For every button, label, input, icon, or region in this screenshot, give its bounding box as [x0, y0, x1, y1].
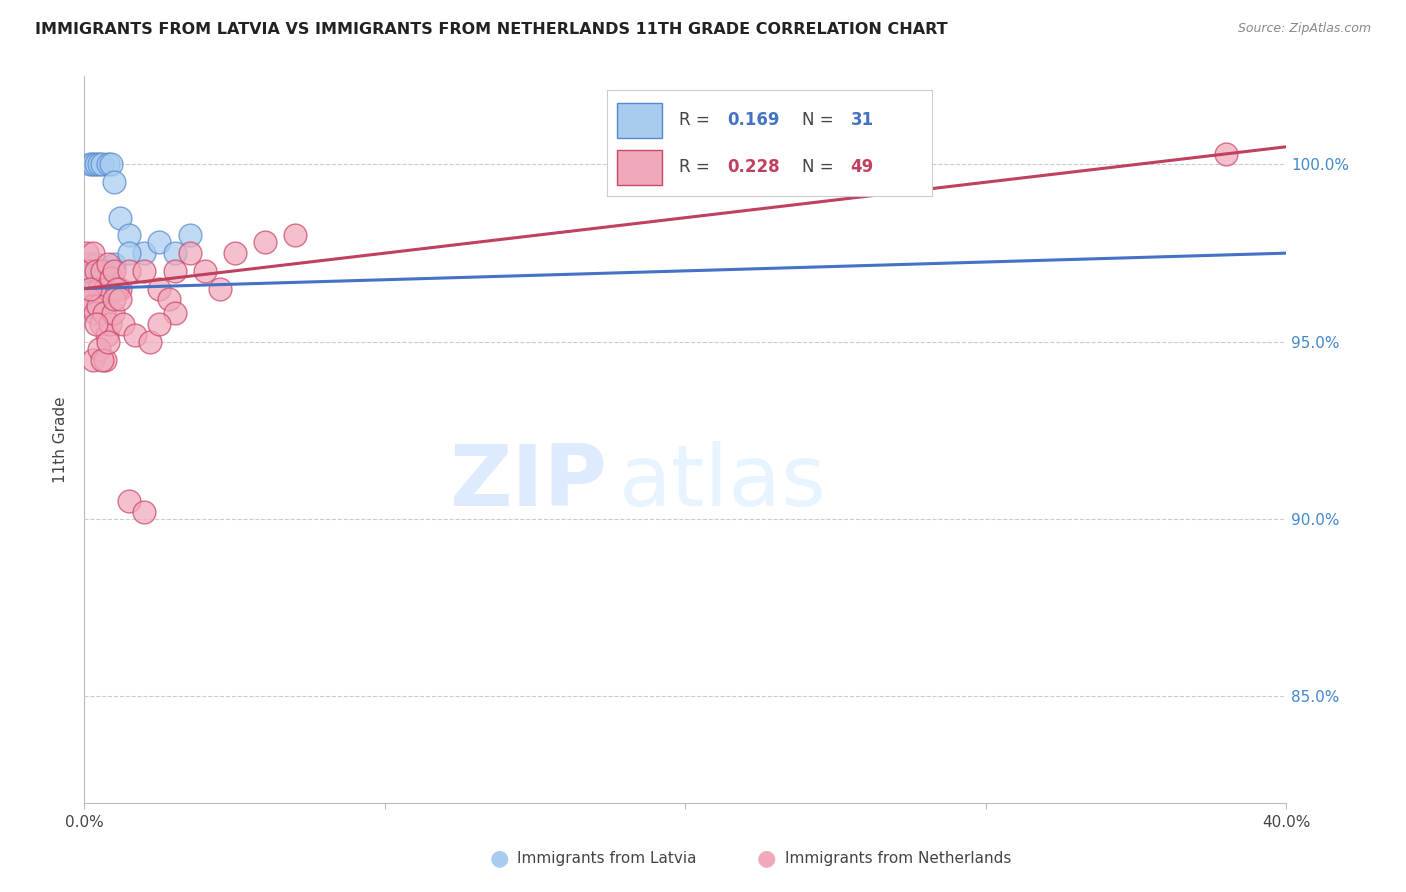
Text: Immigrants from Latvia: Immigrants from Latvia: [517, 851, 697, 865]
Point: [163, 264, 186, 278]
Point: [89, 292, 111, 306]
Point: [139, 334, 162, 349]
Point: [163, 306, 186, 320]
Point: [103, 175, 125, 189]
Point: [96, 327, 118, 342]
Y-axis label: 11th Grade: 11th Grade: [53, 396, 69, 483]
Point: [134, 505, 156, 519]
Point: [82, 352, 104, 367]
Point: [103, 264, 125, 278]
Point: [86, 157, 108, 171]
Point: [94, 282, 117, 296]
Point: [253, 235, 276, 250]
Point: [110, 282, 132, 296]
Point: [76, 264, 98, 278]
Point: [110, 292, 132, 306]
Point: [89, 282, 111, 296]
Point: [97, 157, 120, 171]
Point: [179, 246, 201, 260]
Point: [1215, 146, 1237, 161]
Point: [83, 306, 105, 320]
Point: [82, 157, 104, 171]
Text: ●: ●: [489, 848, 509, 868]
Point: [89, 342, 111, 356]
Text: ZIP: ZIP: [450, 442, 607, 524]
Point: [208, 282, 231, 296]
Point: [82, 264, 104, 278]
Point: [148, 317, 170, 331]
Text: atlas: atlas: [619, 442, 827, 524]
Text: IMMIGRANTS FROM LATVIA VS IMMIGRANTS FROM NETHERLANDS 11TH GRADE CORRELATION CHA: IMMIGRANTS FROM LATVIA VS IMMIGRANTS FRO…: [35, 22, 948, 37]
Point: [94, 282, 117, 296]
Point: [76, 246, 98, 260]
Point: [83, 282, 105, 296]
Point: [89, 157, 111, 171]
Point: [224, 246, 246, 260]
Point: [97, 264, 120, 278]
Point: [91, 352, 114, 367]
Point: [89, 264, 111, 278]
Point: [103, 257, 125, 271]
Point: [82, 246, 104, 260]
Point: [148, 235, 170, 250]
Point: [80, 299, 103, 313]
Point: [157, 292, 180, 306]
Point: [91, 264, 114, 278]
Point: [82, 299, 104, 313]
Point: [284, 228, 307, 243]
Point: [179, 228, 201, 243]
Point: [91, 157, 114, 171]
Point: [112, 317, 135, 331]
Point: [163, 246, 186, 260]
Point: [118, 264, 141, 278]
Point: [86, 257, 108, 271]
Point: [77, 292, 100, 306]
Point: [79, 264, 101, 278]
Point: [134, 246, 156, 260]
Point: [97, 257, 120, 271]
Point: [93, 306, 115, 320]
Point: [118, 246, 141, 260]
Point: [90, 317, 112, 331]
Point: [87, 299, 110, 313]
Point: [77, 257, 100, 271]
Point: [110, 211, 132, 225]
Text: Immigrants from Netherlands: Immigrants from Netherlands: [785, 851, 1011, 865]
Point: [86, 317, 108, 331]
Point: [124, 327, 146, 342]
Point: [118, 494, 141, 508]
Point: [103, 292, 125, 306]
Point: [118, 228, 141, 243]
Point: [101, 306, 124, 320]
Point: [94, 282, 117, 296]
Point: [100, 271, 122, 285]
Point: [97, 334, 120, 349]
Point: [79, 157, 101, 171]
Point: [148, 282, 170, 296]
Point: [79, 264, 101, 278]
Point: [134, 264, 156, 278]
Point: [194, 264, 217, 278]
Point: [86, 264, 108, 278]
Point: [107, 282, 129, 296]
Point: [79, 299, 101, 313]
Point: [79, 282, 101, 296]
Point: [94, 352, 117, 367]
Point: [100, 157, 122, 171]
Point: [98, 317, 121, 331]
Text: Source: ZipAtlas.com: Source: ZipAtlas.com: [1237, 22, 1371, 36]
Point: [91, 271, 114, 285]
Text: ●: ●: [756, 848, 776, 868]
Point: [80, 271, 103, 285]
